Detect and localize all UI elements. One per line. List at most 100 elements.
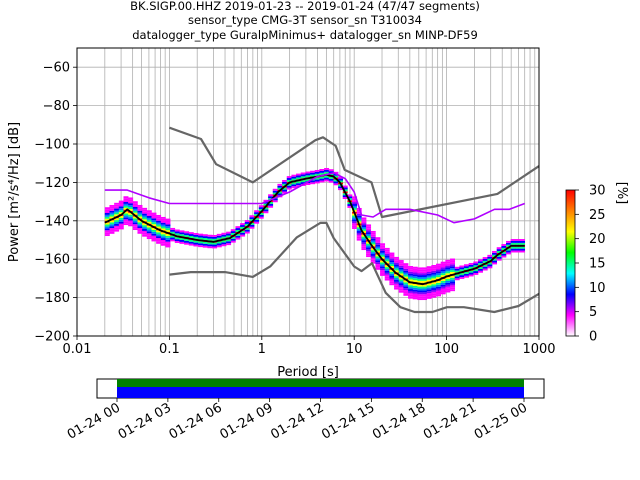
psd-density-cell bbox=[114, 212, 120, 215]
psd-density-cell bbox=[403, 272, 409, 275]
psd-density-cell bbox=[319, 168, 325, 171]
psd-density-cell bbox=[426, 285, 432, 288]
psd-density-cell bbox=[394, 270, 400, 273]
psd-density-cell bbox=[450, 279, 456, 282]
psd-density-cell bbox=[333, 181, 339, 184]
psd-density-cell bbox=[384, 276, 390, 279]
psd-density-cell bbox=[319, 172, 325, 175]
psd-density-cell bbox=[151, 233, 157, 236]
psd-density-cell bbox=[221, 236, 227, 239]
psd-density-cell bbox=[403, 267, 409, 269]
psd-density-cell bbox=[333, 179, 339, 182]
psd-density-cell bbox=[132, 228, 138, 231]
psd-density-cell bbox=[268, 203, 274, 206]
x-tick-label: 0.01 bbox=[63, 342, 92, 357]
psd-density-cell bbox=[436, 267, 442, 270]
psd-density-cell bbox=[123, 213, 129, 216]
psd-density-cell bbox=[291, 174, 297, 177]
psd-density-cell bbox=[137, 228, 143, 230]
psd-density-cell bbox=[356, 234, 362, 237]
psd-density-cell bbox=[394, 287, 400, 290]
psd-density-cell bbox=[440, 271, 446, 274]
psd-density-cell bbox=[356, 217, 362, 220]
psd-density-cell bbox=[258, 214, 264, 217]
psd-density-cell bbox=[515, 248, 521, 251]
psd-density-cell bbox=[436, 277, 442, 280]
psd-density-cell bbox=[380, 252, 386, 255]
psd-density-cell bbox=[118, 212, 124, 215]
psd-density-cell bbox=[450, 289, 456, 292]
psd-density-cell bbox=[268, 205, 274, 208]
psd-density-cell bbox=[179, 238, 185, 240]
psd-density-cell bbox=[277, 185, 283, 188]
psd-density-cell bbox=[487, 254, 493, 257]
psd-density-cell bbox=[445, 280, 451, 283]
psd-density-cell bbox=[137, 208, 143, 211]
psd-density-cell bbox=[132, 205, 138, 207]
psd-density-cell bbox=[380, 268, 386, 271]
psd-density-cell bbox=[403, 268, 409, 271]
y-axis-label: Power [m²/s⁴/Hz] [dB] bbox=[7, 122, 22, 262]
psd-density-cell bbox=[496, 254, 502, 257]
psd-density-cell bbox=[366, 245, 372, 248]
psd-density-cell bbox=[305, 171, 311, 174]
psd-density-cell bbox=[445, 282, 451, 285]
psd-density-cell bbox=[300, 180, 306, 183]
psd-density-cell bbox=[380, 272, 386, 274]
data-lines bbox=[104, 126, 540, 314]
psd-density-cell bbox=[109, 212, 115, 215]
psd-density-cell bbox=[394, 266, 400, 269]
psd-density-cell bbox=[123, 215, 129, 218]
new-low-noise-model-line bbox=[169, 221, 540, 314]
psd-density-cell bbox=[506, 250, 511, 253]
psd-density-cell bbox=[174, 239, 180, 242]
psd-density-cell bbox=[473, 265, 479, 268]
psd-density-cell bbox=[216, 245, 222, 248]
psd-density-cell bbox=[478, 268, 483, 271]
psd-density-cell bbox=[226, 233, 232, 236]
psd-density-cell bbox=[384, 249, 390, 252]
psd-density-cell bbox=[249, 215, 255, 218]
psd-density-cell bbox=[258, 216, 264, 219]
psd-density-cell bbox=[296, 175, 302, 178]
psd-density-cell bbox=[146, 231, 152, 234]
psd-density-cell bbox=[174, 233, 180, 236]
psd-density-cell bbox=[244, 223, 250, 226]
psd-density-cell bbox=[487, 256, 493, 259]
psd-density-cell bbox=[146, 219, 152, 222]
psd-density-cell bbox=[249, 219, 255, 222]
psd-density-cell bbox=[431, 276, 437, 279]
psd-density-cell bbox=[286, 185, 292, 188]
psd-density-cell bbox=[151, 220, 157, 223]
psd-density-cell bbox=[431, 293, 437, 296]
psd-density-cell bbox=[492, 258, 497, 261]
psd-density-cell bbox=[156, 220, 162, 223]
psd-density-cell bbox=[384, 274, 390, 277]
psd-density-cell bbox=[258, 207, 264, 210]
psd-density-cell bbox=[440, 282, 446, 285]
psd-density-cell bbox=[440, 273, 446, 276]
timeline-bar-top bbox=[117, 379, 524, 387]
psd-density-cell bbox=[366, 232, 372, 235]
psd-density-cell bbox=[314, 181, 320, 184]
psd-density-cell bbox=[128, 203, 134, 206]
psd-density-cell bbox=[104, 212, 110, 215]
psd-density-cell bbox=[142, 225, 148, 228]
psd-density-cell bbox=[384, 259, 390, 262]
psd-density-cell bbox=[198, 235, 204, 238]
psd-density-cell bbox=[212, 244, 218, 247]
psd-density-cell bbox=[319, 180, 325, 183]
psd-density-cell bbox=[338, 176, 344, 179]
psd-density-cell bbox=[156, 226, 162, 229]
psd-density-cell bbox=[160, 228, 166, 231]
psd-density-cell bbox=[431, 274, 437, 277]
psd-density-cell bbox=[370, 252, 376, 255]
psd-density-cell bbox=[450, 271, 456, 274]
psd-density-cell bbox=[254, 219, 260, 222]
psd-density-cell bbox=[282, 183, 288, 186]
psd-density-cell bbox=[422, 273, 428, 276]
psd-density-cell bbox=[426, 266, 432, 269]
psd-density-cell bbox=[394, 278, 400, 280]
psd-density-cell bbox=[370, 244, 376, 247]
